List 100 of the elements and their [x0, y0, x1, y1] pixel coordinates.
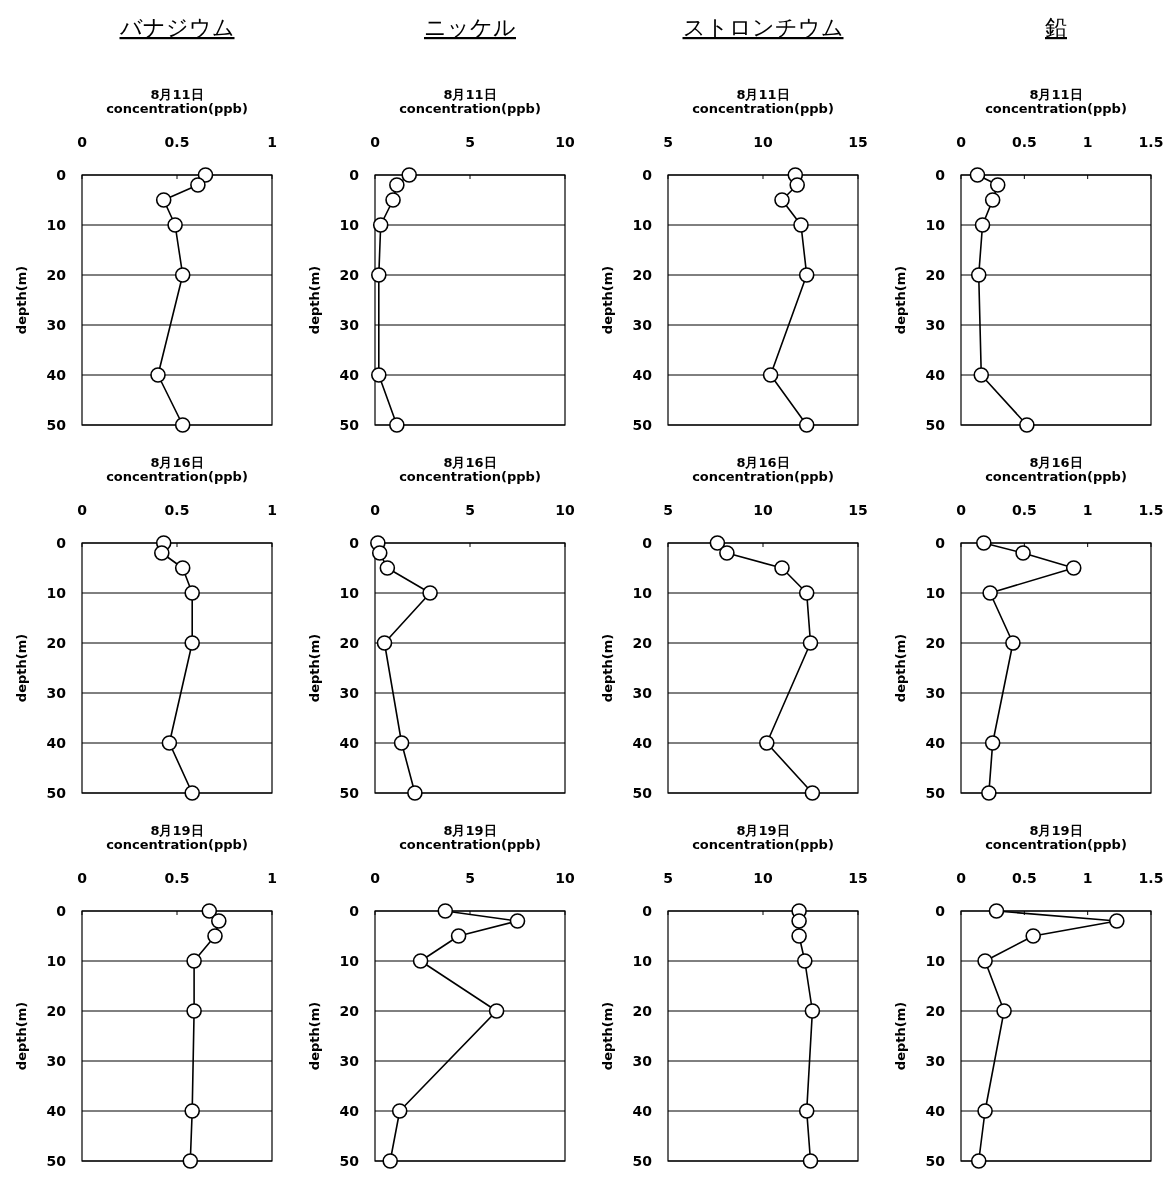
chart-subtitle: 8月19日 — [443, 823, 497, 838]
point — [984, 192, 1001, 208]
y-tick-label: 50 — [632, 417, 653, 433]
y-tick-label: 20 — [339, 1003, 360, 1019]
point — [981, 785, 997, 801]
y-tick-label: 30 — [339, 1053, 360, 1069]
x-tick-label: 10 — [555, 134, 575, 150]
x-tick-label: 1 — [267, 502, 277, 518]
point — [709, 535, 726, 551]
point — [389, 417, 405, 433]
y-axis-title: depth(m) — [14, 1001, 29, 1071]
point — [798, 585, 815, 601]
x-tick-label: 0 — [77, 502, 88, 518]
point — [155, 192, 172, 208]
x-axis-title: concentration(ppb) — [985, 469, 1127, 484]
y-tick-label: 0 — [349, 903, 360, 919]
y-tick-label: 40 — [632, 367, 653, 383]
chart-title: 鉛 — [1045, 15, 1067, 40]
y-tick-label: 30 — [925, 685, 946, 701]
y-tick-label: 50 — [339, 417, 360, 433]
point — [791, 928, 807, 944]
point — [976, 535, 992, 551]
x-tick-label: 0.5 — [164, 502, 190, 518]
y-tick-label: 10 — [632, 585, 653, 601]
point — [422, 585, 438, 601]
y-tick-label: 50 — [632, 1153, 653, 1169]
point — [804, 1003, 821, 1019]
point — [211, 913, 227, 929]
point — [167, 217, 183, 233]
point — [759, 735, 775, 751]
point — [719, 545, 735, 561]
y-tick-label: 30 — [46, 1053, 67, 1069]
y-tick-label: 0 — [642, 903, 653, 919]
x-tick-label: 0.5 — [164, 870, 190, 886]
y-tick-label: 50 — [339, 785, 360, 801]
point — [207, 928, 223, 944]
point — [385, 192, 401, 208]
point — [150, 367, 166, 383]
y-axis-title: depth(m) — [600, 1001, 615, 1071]
point — [184, 635, 200, 651]
point — [797, 953, 813, 969]
x-tick-label: 5 — [465, 134, 475, 150]
point — [509, 913, 526, 929]
x-tick-label: 0 — [956, 870, 967, 886]
y-tick-label: 0 — [935, 903, 946, 919]
point — [174, 560, 191, 576]
x-axis-title: concentration(ppb) — [399, 837, 541, 852]
point — [989, 177, 1006, 193]
chart-subtitle: 8月19日 — [150, 823, 204, 838]
y-tick-label: 0 — [349, 167, 360, 183]
y-tick-label: 30 — [46, 685, 67, 701]
y-axis-title: depth(m) — [893, 633, 908, 703]
y-axis-title: depth(m) — [893, 265, 908, 335]
chart-subtitle: 8月19日 — [736, 823, 790, 838]
y-tick-label: 10 — [46, 217, 67, 233]
y-tick-label: 20 — [46, 1003, 67, 1019]
point — [970, 267, 987, 283]
x-tick-label: 0 — [956, 134, 967, 150]
y-tick-label: 30 — [339, 685, 360, 701]
y-tick-label: 40 — [632, 1103, 653, 1119]
x-axis-title: concentration(ppb) — [106, 101, 248, 116]
y-tick-label: 10 — [925, 953, 946, 969]
point — [984, 735, 1001, 751]
x-axis-title: concentration(ppb) — [692, 101, 834, 116]
y-tick-label: 40 — [46, 367, 67, 383]
x-tick-label: 1 — [267, 134, 277, 150]
y-tick-label: 0 — [349, 535, 360, 551]
y-tick-label: 0 — [642, 167, 653, 183]
point — [450, 928, 467, 944]
y-tick-label: 10 — [339, 953, 360, 969]
y-axis-title: depth(m) — [14, 265, 29, 335]
x-axis-title: concentration(ppb) — [106, 837, 248, 852]
y-tick-label: 50 — [925, 785, 946, 801]
x-tick-label: 1 — [1082, 134, 1093, 150]
chart-subtitle: 8月11日 — [443, 87, 497, 102]
x-tick-label: 0.5 — [1011, 502, 1037, 518]
point — [382, 1153, 398, 1169]
chart-subtitle: 8月16日 — [1029, 455, 1083, 470]
point — [774, 560, 790, 576]
point — [1015, 545, 1031, 561]
x-axis-title: concentration(ppb) — [692, 837, 834, 852]
y-tick-label: 40 — [339, 1103, 360, 1119]
y-tick-label: 40 — [339, 367, 360, 383]
y-tick-label: 20 — [925, 267, 946, 283]
y-tick-label: 30 — [632, 1053, 653, 1069]
y-tick-label: 20 — [339, 267, 360, 283]
chart-subtitle: 8月11日 — [150, 87, 204, 102]
y-tick-label: 40 — [46, 735, 67, 751]
y-tick-label: 40 — [632, 735, 653, 751]
point — [802, 1153, 819, 1169]
y-tick-label: 20 — [632, 267, 653, 283]
point — [174, 267, 191, 283]
x-tick-label: 10 — [753, 870, 773, 886]
point — [1005, 635, 1021, 651]
y-tick-label: 10 — [46, 585, 67, 601]
chart-subtitle: 8月11日 — [1029, 87, 1083, 102]
point — [437, 903, 454, 919]
x-tick-label: 10 — [555, 870, 575, 886]
x-tick-label: 0 — [370, 134, 381, 150]
x-tick-label: 1.5 — [1138, 870, 1164, 886]
